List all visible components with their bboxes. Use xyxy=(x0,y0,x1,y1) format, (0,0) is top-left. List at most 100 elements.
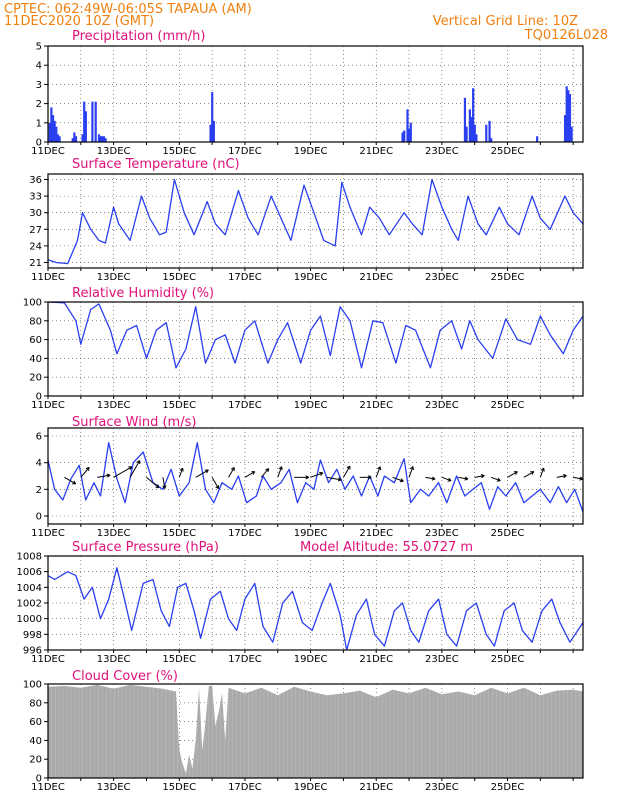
wind-series xyxy=(48,442,583,513)
cloud-ytick-label: 100 xyxy=(23,680,42,691)
wind-ytick-label: 4 xyxy=(36,458,42,469)
precip-bar xyxy=(468,109,471,142)
wind-arrow-shaft xyxy=(211,477,220,489)
pressure-xtick-label: 17DEC xyxy=(228,654,262,665)
precip-bar xyxy=(97,134,101,142)
wind-arrow-head xyxy=(338,477,342,481)
temperature-series xyxy=(48,178,583,265)
wind-arrow-head xyxy=(157,484,160,488)
pressure-line xyxy=(48,567,583,650)
wind-arrow-head xyxy=(319,471,323,474)
pressure-xtick-label: 21DEC xyxy=(359,654,393,665)
precip-bar xyxy=(51,115,55,142)
wind-arrow-head xyxy=(265,468,269,471)
wind-arrow-shaft xyxy=(425,476,436,480)
wind-arrow-head xyxy=(346,465,351,469)
wind-arrow-shaft xyxy=(375,466,381,478)
run-time-header: 11DEC2020 10Z (GMT) xyxy=(4,14,154,29)
humidity-title: Relative Humidity (%) xyxy=(72,286,214,301)
wind-arrow xyxy=(408,466,414,478)
wind-xtick-label: 23DEC xyxy=(425,528,459,539)
wind-arrow-shaft xyxy=(195,469,209,478)
wind-arrow-head xyxy=(432,476,436,480)
temp-title: Surface Temperature (nC) xyxy=(72,157,240,172)
wind-line xyxy=(48,442,583,513)
wind-arrow-shaft xyxy=(244,471,256,478)
wind-arrow-head xyxy=(540,467,545,471)
precip-bar xyxy=(58,136,61,142)
wind-arrow-shaft xyxy=(146,476,160,489)
wind-arrow-shaft xyxy=(507,471,518,478)
temperature-ytick-label: 30 xyxy=(29,208,42,219)
precip-bar xyxy=(73,132,76,142)
precip-bar xyxy=(408,128,411,142)
humidity-xtick-label: 11DEC xyxy=(31,400,65,411)
pressure-title: Surface Pressure (hPa) xyxy=(72,540,219,555)
temperature-ytick-label: 36 xyxy=(29,175,42,186)
pressure-xtick-label: 11DEC xyxy=(31,654,65,665)
precipitation-bars xyxy=(48,86,573,142)
wind-arrow xyxy=(326,476,342,482)
cloud-panel: 0 20 40 60 80 100 11DEC 13DEC 15DEC 17DEC 19DEC 21D… xyxy=(23,680,584,793)
wind-arrow-head xyxy=(73,480,77,485)
precip-bar xyxy=(463,97,467,142)
wind-arrow-head xyxy=(409,466,414,470)
wind-arrow xyxy=(556,474,567,479)
humidity-ytick-label: 100 xyxy=(23,298,42,309)
humidity-xtick-label: 21DEC xyxy=(359,400,393,411)
precip-bar xyxy=(401,132,404,142)
temperature-xtick-label: 19DEC xyxy=(294,272,328,283)
precip-bar xyxy=(55,126,58,142)
wind-arrow-head xyxy=(106,473,111,476)
precip-bar xyxy=(91,101,94,142)
precip-bar xyxy=(102,136,105,142)
wind-arrow xyxy=(129,460,141,478)
wind-arrow-shaft xyxy=(97,474,111,478)
wind-arrow-head xyxy=(230,467,235,470)
precipitation-xtick-label: 25DEC xyxy=(491,146,525,157)
wind-arrow-shaft xyxy=(458,476,469,480)
wind-arrow xyxy=(425,476,436,481)
precip-bar xyxy=(475,134,478,142)
wind-arrow xyxy=(523,471,535,478)
precip-bar xyxy=(485,124,488,142)
precip-bar xyxy=(470,117,473,142)
wind-arrow-head xyxy=(136,460,141,463)
humidity-line xyxy=(48,302,583,369)
precip-bar xyxy=(473,124,476,142)
cloud-xtick-label: 23DEC xyxy=(425,782,459,793)
cloud-xtick-label: 13DEC xyxy=(97,782,131,793)
precipitation-ytick-label: 1 xyxy=(36,118,42,129)
cloud-xtick-label: 21DEC xyxy=(359,782,393,793)
precip-bar xyxy=(472,88,475,142)
precipitation-ytick-label: 3 xyxy=(36,80,42,91)
precip-bar xyxy=(568,94,572,142)
precip-bar xyxy=(83,101,86,142)
humidity-xtick-label: 13DEC xyxy=(97,400,131,411)
wind-arrow-shaft xyxy=(277,466,283,478)
precip-bar xyxy=(74,136,78,142)
cloud-ytick-label: 0 xyxy=(36,774,42,785)
humidity-xtick-label: 23DEC xyxy=(425,400,459,411)
wind-xtick-label: 11DEC xyxy=(31,528,65,539)
precipitation-xtick-label: 21DEC xyxy=(359,146,393,157)
wind-arrow-shaft xyxy=(441,476,452,482)
precip-bar xyxy=(101,136,104,142)
wind-arrow xyxy=(244,471,256,478)
pressure-panel: 996 998 1000 1002 1004 1006 1008 11DEC 13DEC 15DE… xyxy=(17,552,584,665)
humidity-ytick-label: 20 xyxy=(29,373,42,384)
wind-arrow xyxy=(113,466,133,478)
wind-arrow-shaft xyxy=(392,476,404,482)
wind-arrow xyxy=(392,476,404,483)
humidity-xtick-label: 17DEC xyxy=(228,400,262,411)
wind-arrow-head xyxy=(367,475,372,478)
pressure-ytick-label: 1008 xyxy=(17,552,42,563)
wind-arrow-shaft xyxy=(326,476,342,481)
wind-arrow-shaft xyxy=(64,476,76,485)
wind-title: Surface Wind (m/s) xyxy=(72,415,196,430)
wind-xtick-label: 13DEC xyxy=(97,528,131,539)
precipitation-xtick-label: 17DEC xyxy=(228,146,262,157)
cloud-xtick-label: 17DEC xyxy=(228,782,262,793)
pressure-frame xyxy=(47,555,584,651)
